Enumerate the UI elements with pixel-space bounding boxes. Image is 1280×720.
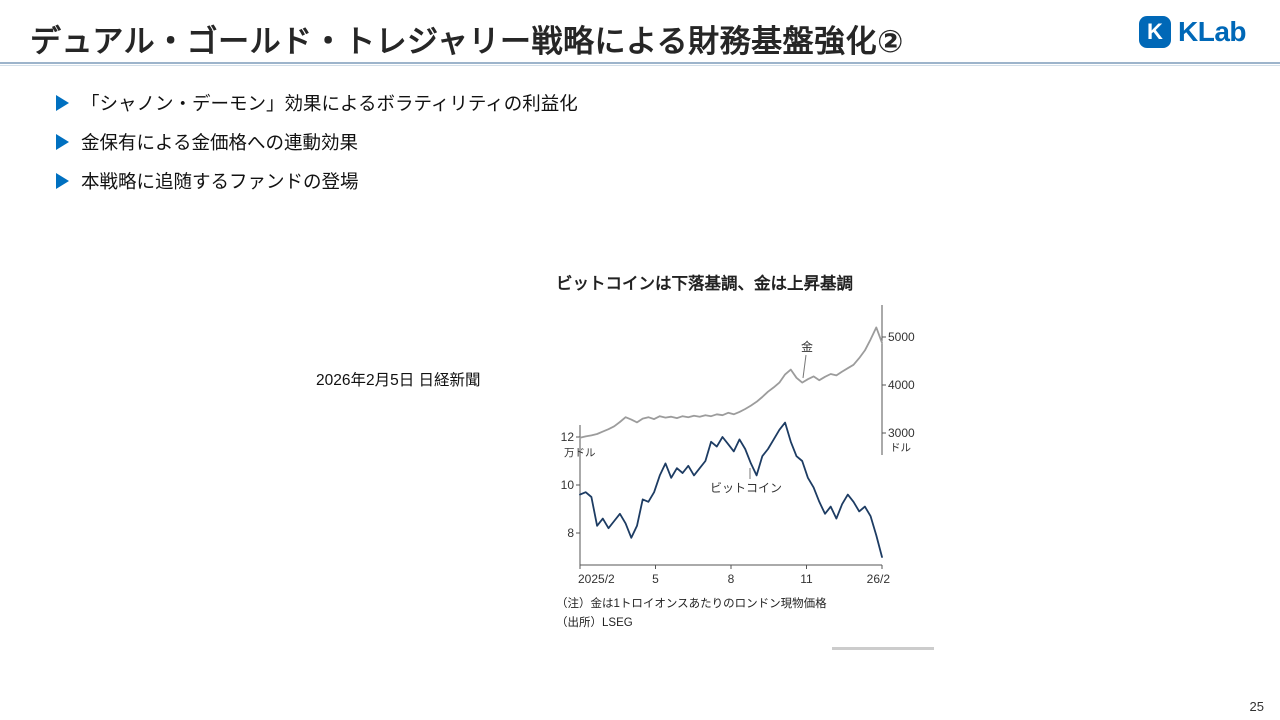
klab-logo: K KLab (1139, 16, 1247, 48)
svg-text:26/2: 26/2 (867, 572, 891, 586)
svg-text:3000: 3000 (888, 426, 915, 440)
bullet-text: 「シャノン・デーモン」効果によるボラティリティの利益化 (81, 92, 578, 114)
chart-note: （注）金は1トロイオンスあたりのロンドン現物価格 (556, 598, 827, 610)
klab-logo-icon: K (1139, 16, 1171, 48)
svg-text:4000: 4000 (888, 378, 915, 392)
title-divider-shadow (0, 65, 1280, 66)
price-chart-svg: 2025/2 5 8 11 26/2 12 10 8 万ドル 5000 4000 3000 ドル 金ビット… (561, 305, 915, 586)
chart-panel: ビットコインは下落基調、金は上昇基調 2025/2 5 8 11 26/2 12 10 8 万ド… (556, 270, 938, 633)
chart-note: （出所）LSEG (556, 616, 633, 629)
svg-text:ビットコイン: ビットコイン (710, 481, 782, 495)
svg-text:万ドル: 万ドル (564, 447, 596, 459)
image-edge-artifact (832, 647, 934, 650)
bullet-triangle-icon (56, 133, 69, 150)
svg-text:金: 金 (801, 339, 813, 354)
title-divider (0, 62, 1280, 64)
bullet-item: 本戦略に追随するファンドの登場 (56, 168, 578, 193)
page-title: デュアル・ゴールド・トレジャリー戦略による財務基盤強化② (30, 24, 904, 59)
svg-text:8: 8 (567, 526, 574, 540)
chart-notes: （注）金は1トロイオンスあたりのロンドン現物価格 （出所）LSEG (556, 595, 938, 633)
bullet-list: 「シャノン・デーモン」効果によるボラティリティの利益化 金保有による金価格への連… (56, 90, 578, 193)
svg-text:ドル: ドル (890, 442, 911, 454)
svg-text:11: 11 (800, 572, 813, 586)
bullet-item: 「シャノン・デーモン」効果によるボラティリティの利益化 (56, 90, 578, 115)
bullet-item: 金保有による金価格への連動効果 (56, 129, 578, 154)
svg-text:12: 12 (561, 430, 575, 444)
bullet-text: 本戦略に追随するファンドの登場 (81, 170, 359, 192)
news-source-caption: 2026年2月5日 日経新聞 (316, 372, 481, 389)
svg-text:8: 8 (728, 572, 735, 586)
klab-logo-text: KLab (1178, 16, 1247, 47)
page-number: 25 (1249, 699, 1264, 714)
bullet-triangle-icon (56, 94, 69, 111)
svg-text:5000: 5000 (888, 330, 915, 344)
bullet-triangle-icon (56, 172, 69, 189)
svg-text:10: 10 (561, 478, 575, 492)
svg-text:2025/2: 2025/2 (578, 572, 615, 586)
bullet-text: 金保有による金価格への連動効果 (81, 131, 358, 153)
chart-title: ビットコインは下落基調、金は上昇基調 (556, 275, 853, 293)
svg-text:5: 5 (652, 572, 659, 586)
